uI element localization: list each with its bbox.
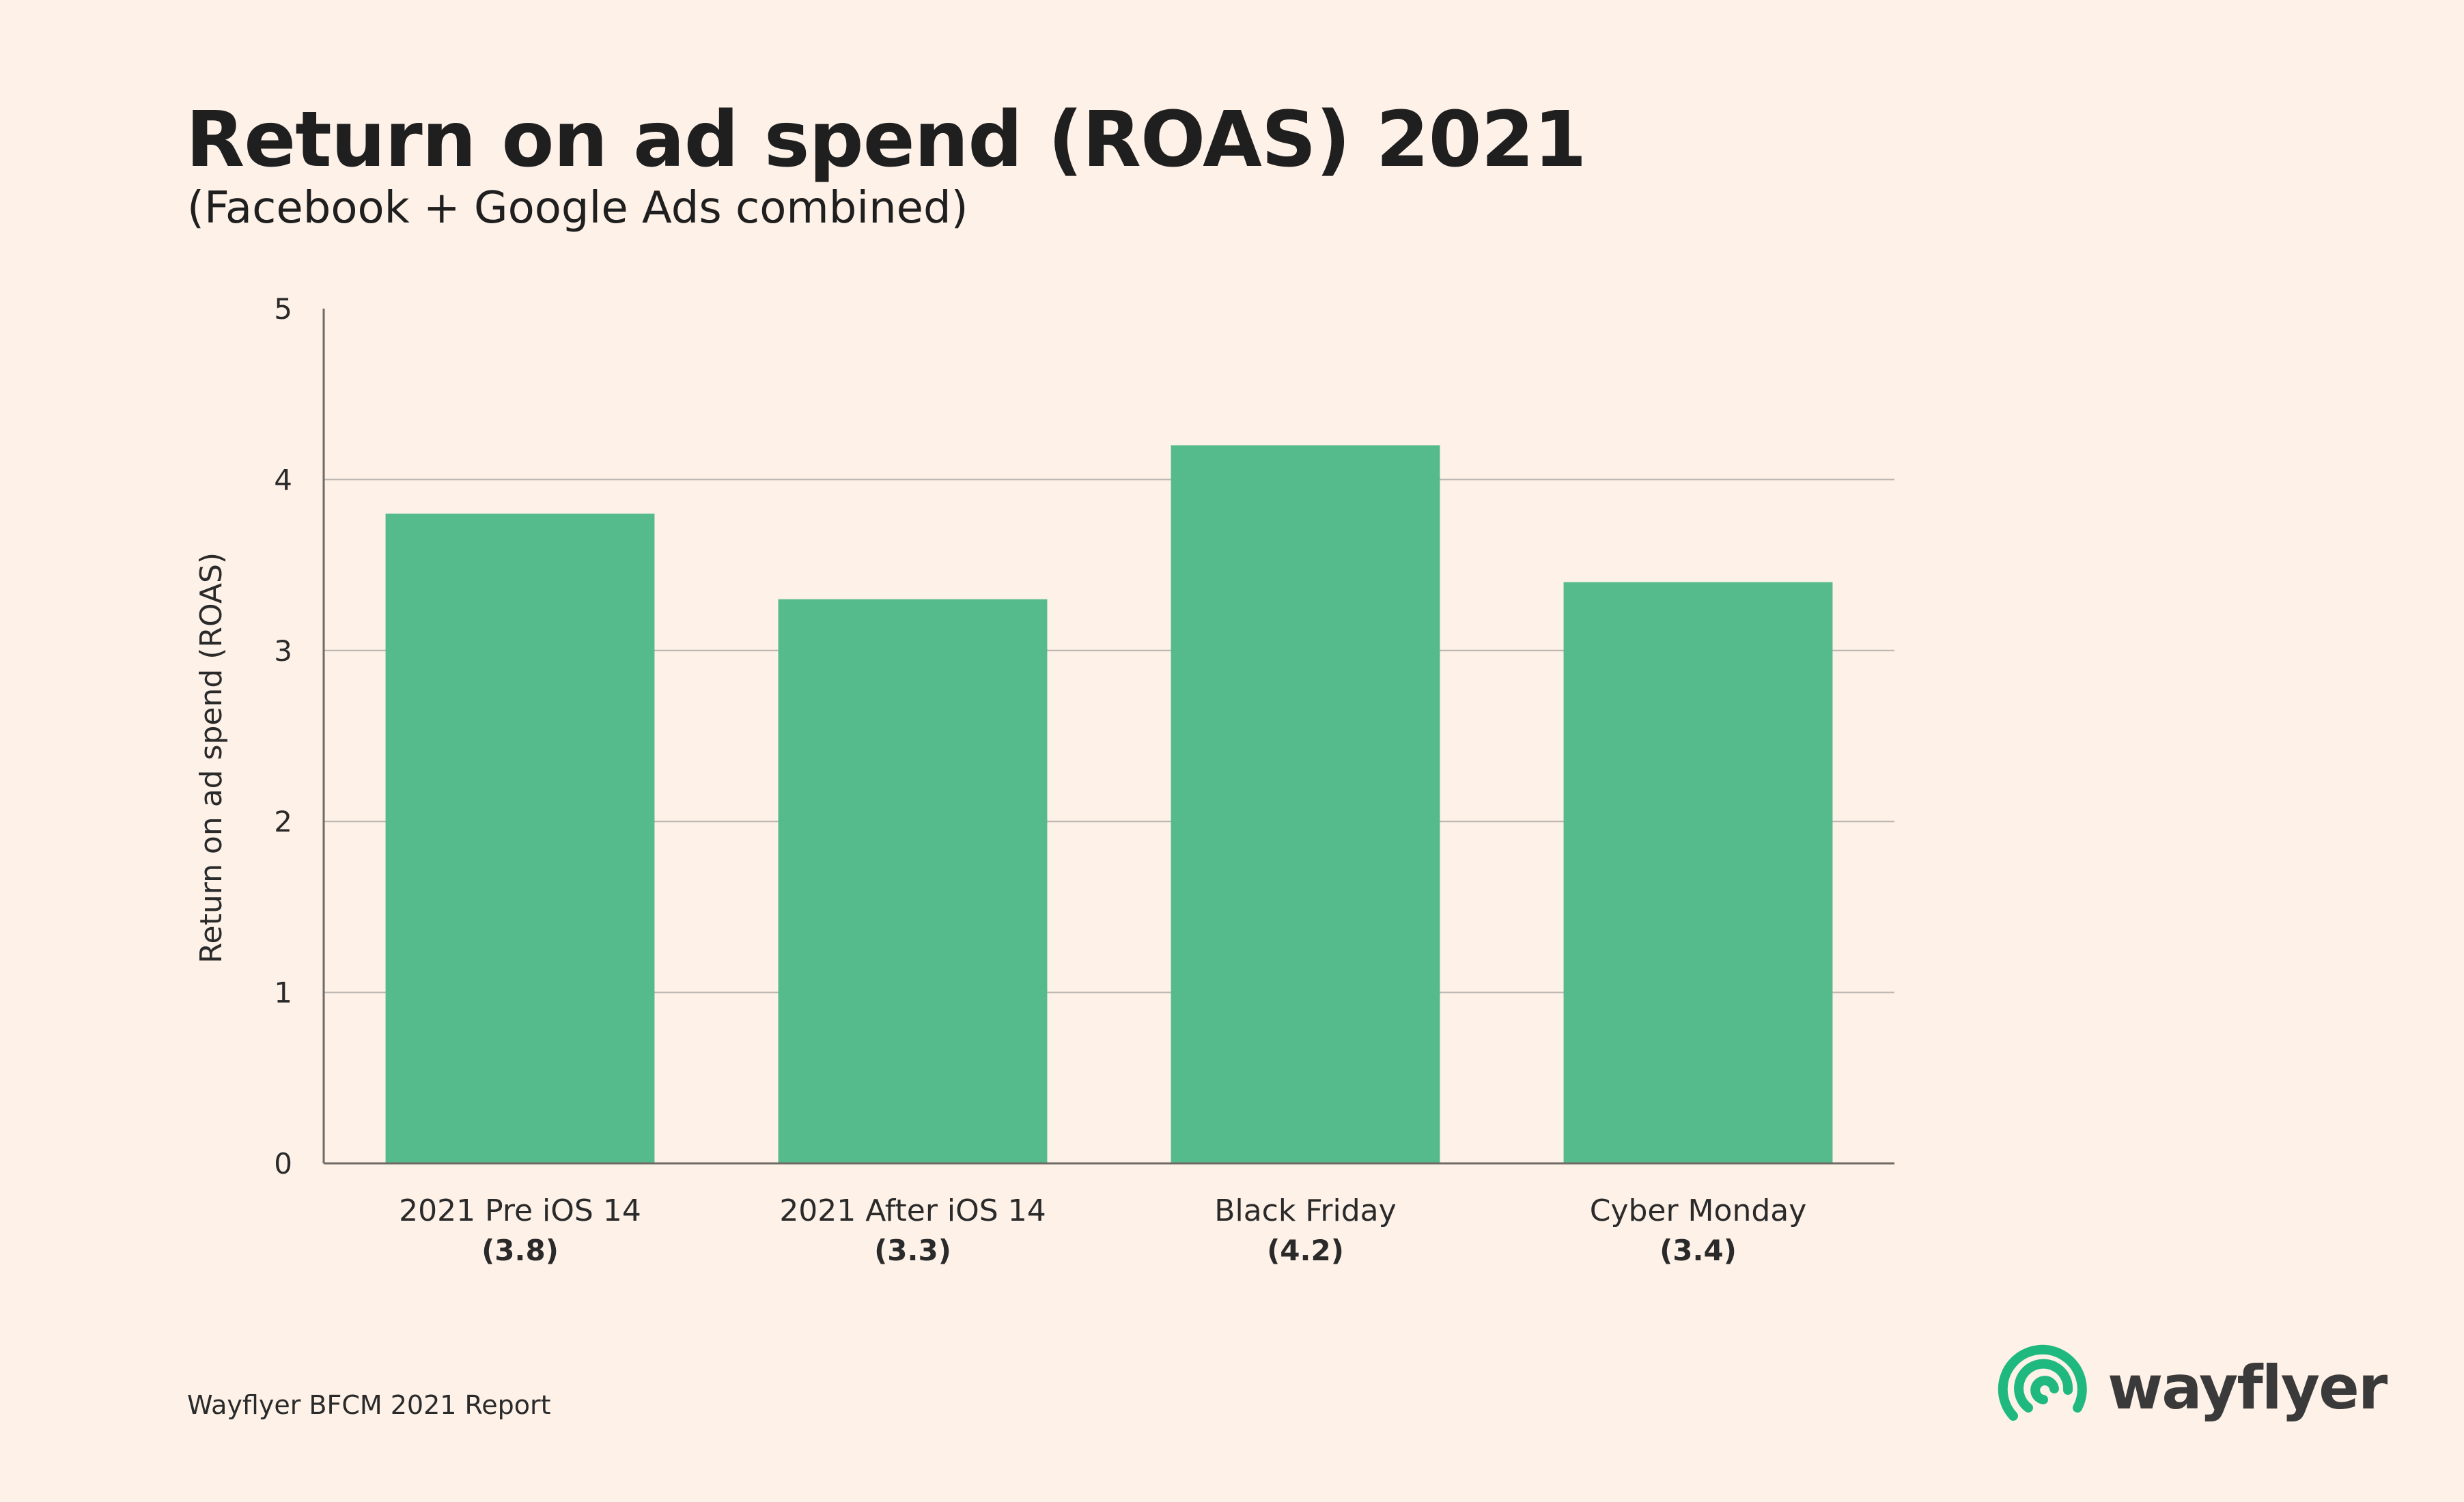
chart-subtitle: (Facebook + Google Ads combined) <box>187 183 968 233</box>
brand-logo: wayflyer <box>1997 1340 2388 1435</box>
bar-value-label: (3.8) <box>481 1234 559 1267</box>
wayflyer-swirl-icon <box>1998 1344 2087 1421</box>
bar <box>778 599 1048 1163</box>
bar <box>385 513 655 1163</box>
x-category-label: 2021 Pre iOS 14 <box>399 1193 641 1228</box>
y-tick-label: 4 <box>274 463 292 496</box>
x-category-label: Cyber Monday <box>1590 1193 1807 1228</box>
bar-chart: 0 1 2 3 4 5 2021 Pre iOS 14 (3.8) 2021 After iO… <box>194 292 1894 1267</box>
x-category-label: Black Friday <box>1214 1193 1396 1228</box>
x-category-labels: 2021 Pre iOS 14 (3.8) 2021 After iOS 14 (3.… <box>399 1193 1806 1267</box>
x-category-label: 2021 After iOS 14 <box>779 1193 1046 1228</box>
chart-title: Return on ad spend (ROAS) 2021 <box>186 96 1586 184</box>
y-tick-label: 5 <box>274 292 292 326</box>
bars <box>385 445 1833 1163</box>
brand-name: wayflyer <box>2108 1352 2388 1423</box>
bar-value-label: (4.2) <box>1267 1234 1344 1267</box>
bar <box>1171 445 1440 1163</box>
axes <box>322 309 1894 1165</box>
bar-value-label: (3.4) <box>1660 1234 1737 1267</box>
y-tick-labels: 0 1 2 3 4 5 <box>274 292 292 1180</box>
y-tick-label: 2 <box>274 805 292 838</box>
y-tick-label: 1 <box>274 976 292 1010</box>
y-tick-label: 0 <box>274 1147 292 1180</box>
y-axis-label: Return on ad spend (ROAS) <box>194 552 229 963</box>
y-tick-label: 3 <box>274 634 292 668</box>
bar <box>1563 582 1833 1163</box>
bar-value-label: (3.3) <box>874 1234 951 1267</box>
footer-source: Wayflyer BFCM 2021 Report <box>187 1390 551 1420</box>
